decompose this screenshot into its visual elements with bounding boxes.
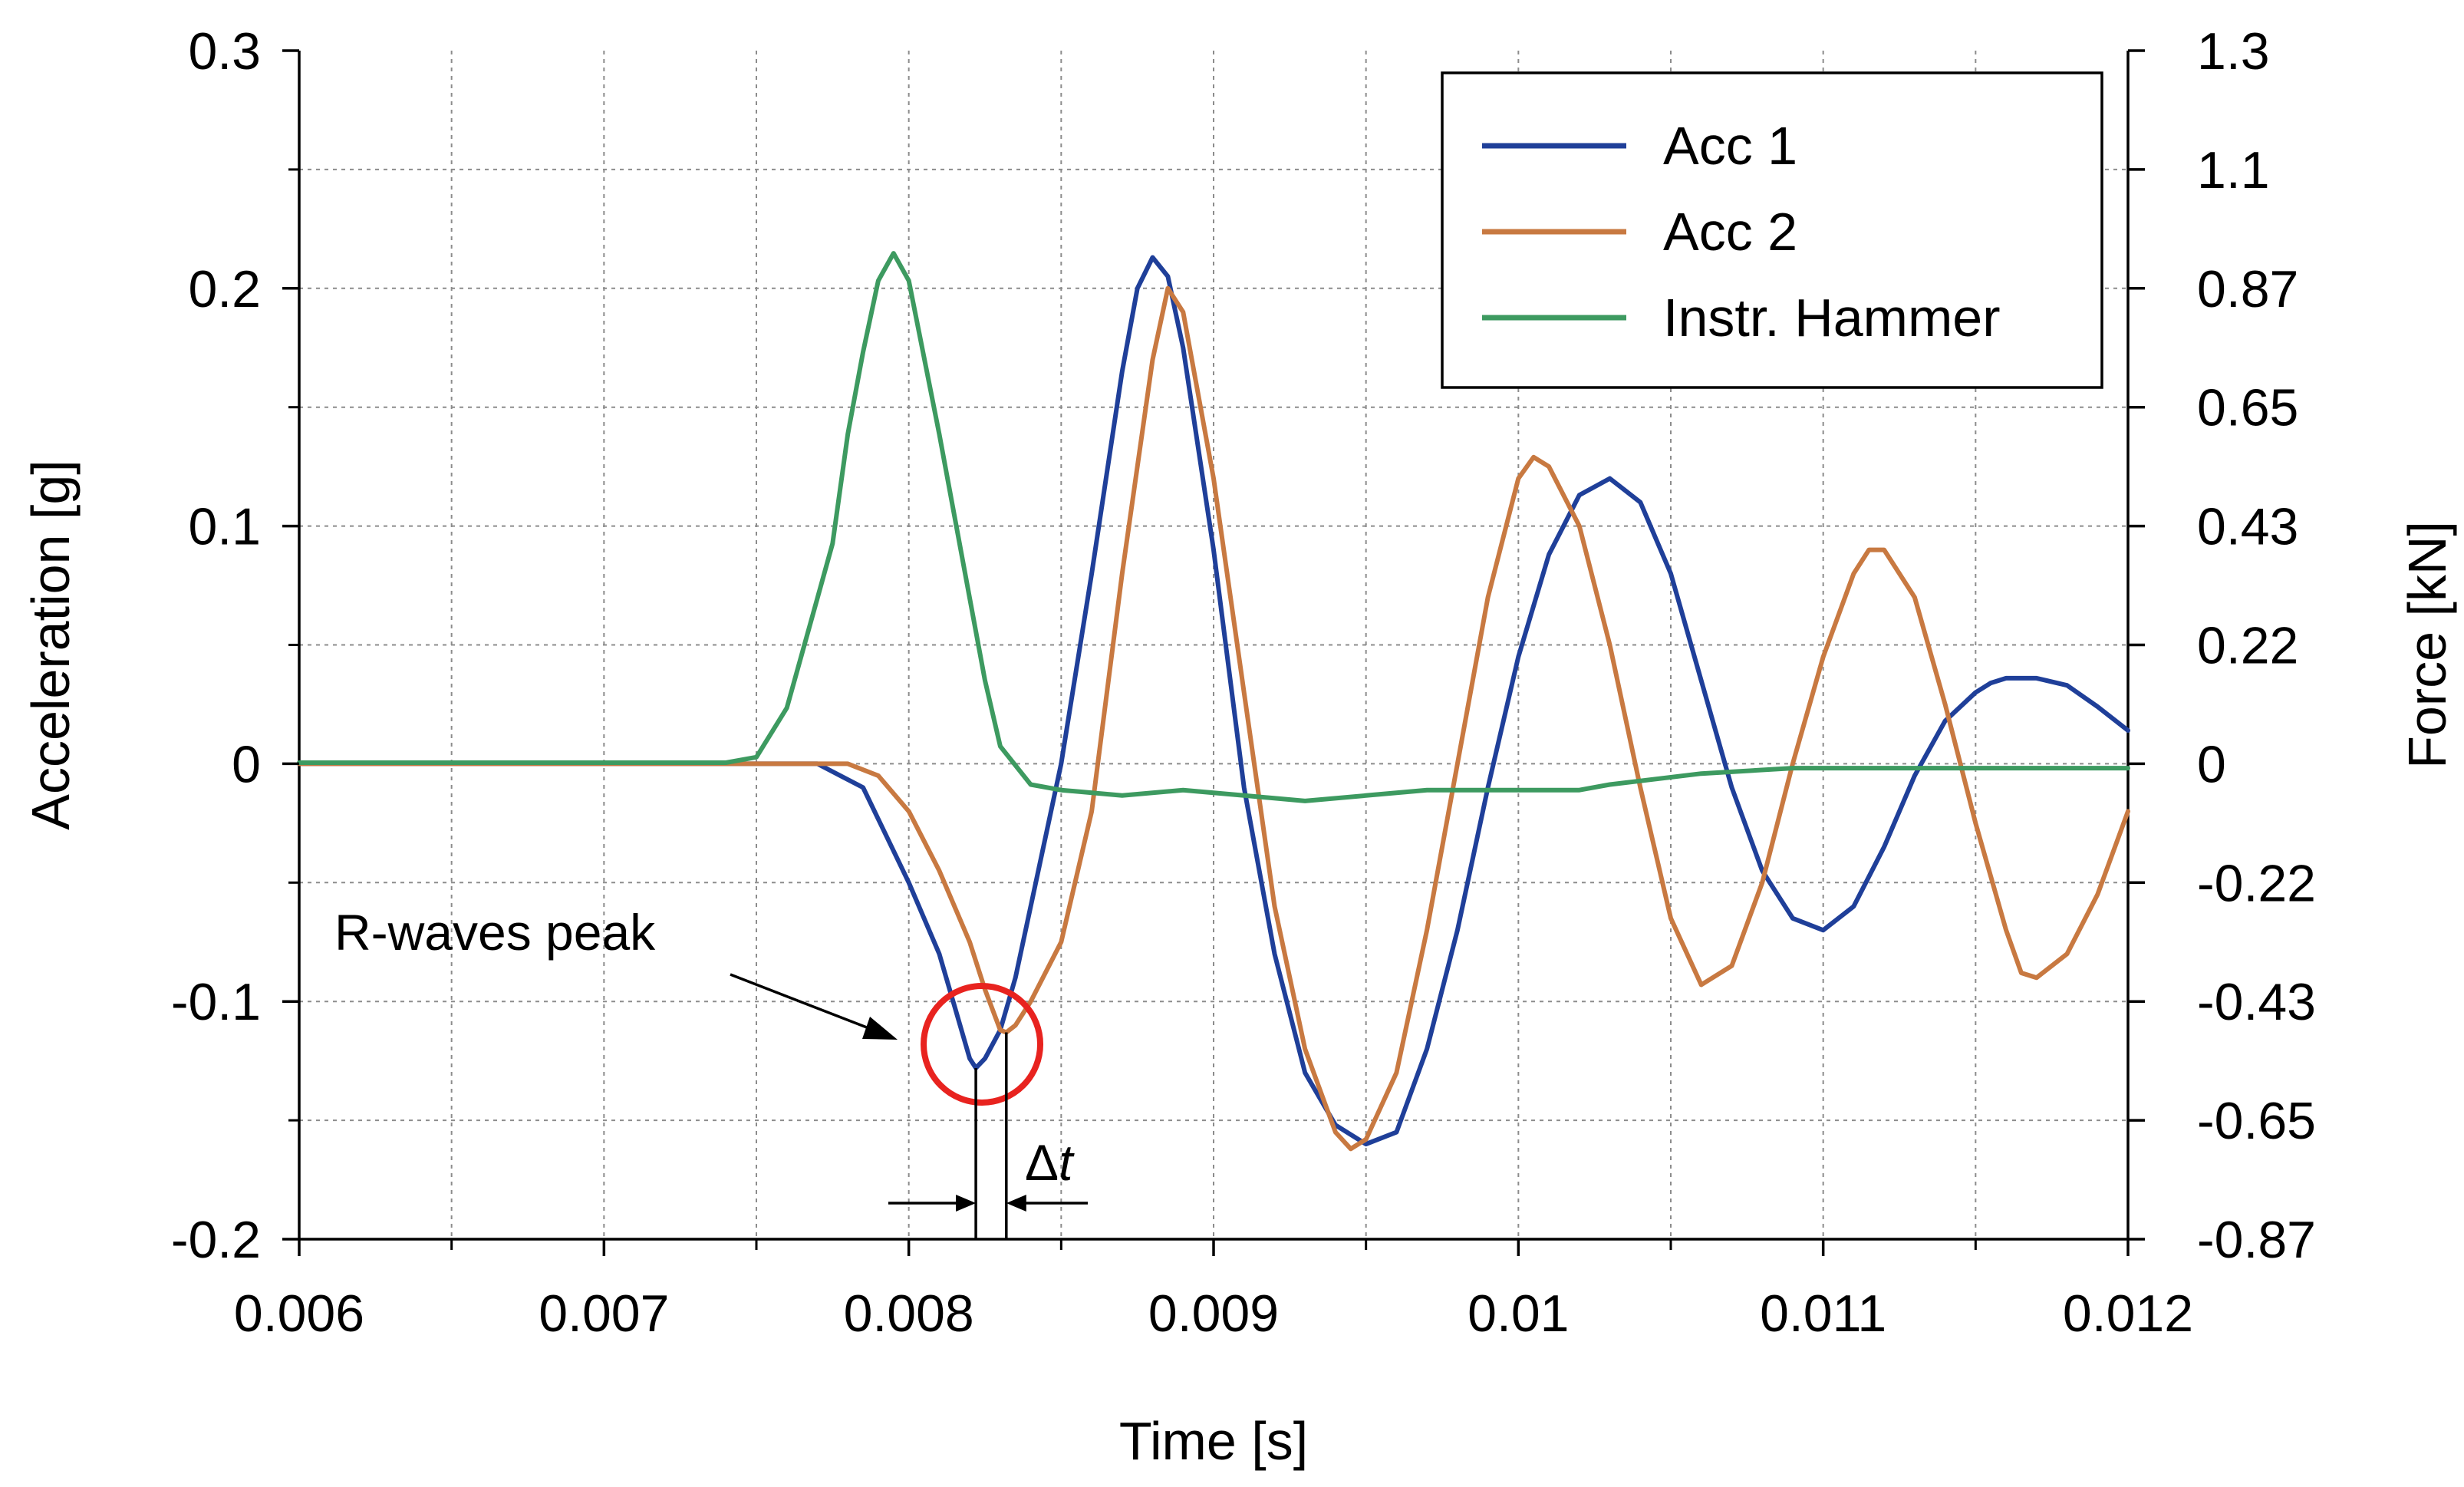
y-tick-label: 0.3 bbox=[188, 22, 261, 81]
peak-arrow-head bbox=[862, 1017, 898, 1040]
x-tick-label: 0.011 bbox=[1760, 1284, 1886, 1343]
y-tick-label: 0.2 bbox=[188, 260, 261, 318]
delta-t-arrowhead-left bbox=[956, 1195, 977, 1212]
delta-t-label: Δt bbox=[1025, 1134, 1075, 1191]
x-axis-title: Time [s] bbox=[1119, 1411, 1308, 1471]
series-line-instr-hammer bbox=[297, 251, 2130, 803]
legend-label: Acc 2 bbox=[1663, 202, 1797, 262]
y2-tick-label: -0.87 bbox=[2197, 1211, 2316, 1269]
axis-titles: Time [s] Acceleration [g] Force [kN] bbox=[21, 460, 2457, 1471]
ticks: 0.006 0.007 0.008 0.009 0.01 0.011 0.012 -0.2 -0… bbox=[171, 22, 2316, 1343]
y2-axis-title: Force [kN] bbox=[2397, 521, 2457, 769]
x-tick-label: 0.009 bbox=[1148, 1284, 1279, 1343]
legend-label: Acc 1 bbox=[1663, 116, 1797, 176]
y2-tick-label: 0.65 bbox=[2197, 379, 2298, 437]
x-tick-label: 0.007 bbox=[539, 1284, 669, 1343]
peak-circle bbox=[921, 982, 1044, 1106]
y2-tick-label: 1.3 bbox=[2197, 22, 2270, 81]
delta-t-arrowhead-right bbox=[1006, 1195, 1026, 1212]
series-line-acc-1 bbox=[297, 255, 2130, 1147]
y-tick-label: -0.2 bbox=[171, 1211, 261, 1269]
y2-tick-label: -0.43 bbox=[2197, 973, 2316, 1031]
series-line-acc-2 bbox=[297, 285, 2130, 1152]
peak-label: R-waves peak bbox=[334, 904, 656, 961]
legend-label: Instr. Hammer bbox=[1663, 288, 2001, 348]
y2-tick-label: 0.87 bbox=[2197, 260, 2298, 318]
y2-tick-label: 1.1 bbox=[2197, 141, 2270, 199]
y2-tick-label: 0.43 bbox=[2197, 498, 2298, 556]
x-tick-label: 0.006 bbox=[234, 1284, 364, 1343]
x-tick-label: 0.008 bbox=[844, 1284, 974, 1343]
y-axis-title: Acceleration [g] bbox=[21, 460, 81, 829]
legend: Acc 1 Acc 2 Instr. Hammer bbox=[1441, 71, 2103, 389]
y-tick-label: -0.1 bbox=[171, 973, 261, 1031]
x-tick-label: 0.012 bbox=[2063, 1284, 2193, 1343]
y2-tick-label: 0.22 bbox=[2197, 617, 2298, 675]
y2-tick-label: -0.22 bbox=[2197, 854, 2316, 912]
peak-arrow-line bbox=[730, 973, 881, 1034]
y2-tick-label: 0 bbox=[2197, 735, 2226, 793]
x-tick-label: 0.01 bbox=[1468, 1284, 1569, 1343]
series-layer bbox=[297, 251, 2130, 1152]
y-tick-label: 0 bbox=[232, 735, 261, 793]
annotation-layer: R-waves peak Δt bbox=[334, 904, 1088, 1239]
y2-tick-label: -0.65 bbox=[2197, 1092, 2316, 1150]
y-tick-label: 0.1 bbox=[188, 498, 261, 556]
